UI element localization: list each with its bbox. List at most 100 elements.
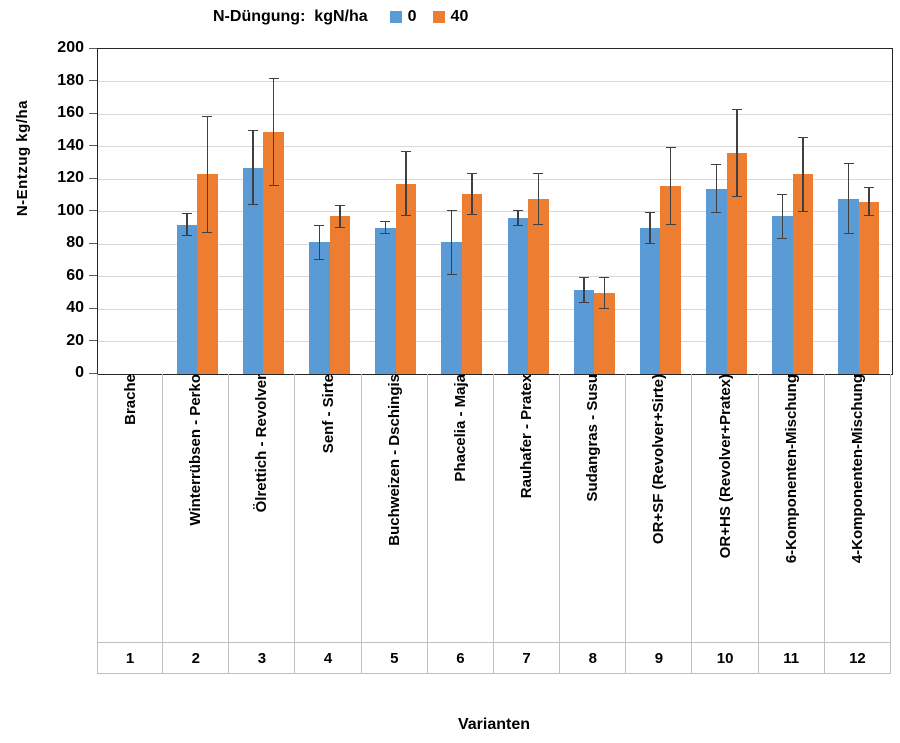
category-bar-group <box>561 49 627 374</box>
error-bar <box>446 209 457 275</box>
bar-0-8 <box>573 289 595 374</box>
y-tick-mark <box>89 340 97 341</box>
y-tick-mark <box>89 177 97 179</box>
category-label-cell: OR+HS (Revolver+Pratex) <box>693 374 759 642</box>
bar-40-7 <box>528 198 549 374</box>
category-label-cell: 4-Komponenten-Mischung <box>825 374 891 642</box>
category-label: OR+SF (Revolver+Sirte) <box>650 374 668 545</box>
category-label-cell: Sudangras - Susu <box>560 374 627 642</box>
gridline <box>98 81 892 82</box>
error-bar <box>314 224 325 261</box>
bar-40-11 <box>792 174 814 374</box>
error-bar-line <box>781 194 784 239</box>
bar-40-4 <box>329 216 351 374</box>
chart-legend: N-Düngung: kgN/ha 0 40 <box>213 4 484 30</box>
category-number: 6 <box>428 643 494 673</box>
category-number: 10 <box>693 643 759 673</box>
y-tick-label: 20 <box>66 331 84 349</box>
error-bar-line <box>186 214 188 235</box>
category-label-cell: Phacelia - Maja <box>428 374 494 642</box>
category-label: Sudangras - Susu <box>584 374 602 502</box>
category-number: 12 <box>825 643 891 673</box>
category-bar-group <box>495 49 561 374</box>
error-bar <box>843 162 854 235</box>
gridline <box>98 113 892 115</box>
legend-swatch-orange-icon <box>432 11 445 23</box>
y-tick-mark <box>89 275 97 276</box>
bar-40-6 <box>461 193 483 374</box>
category-bar-group <box>98 49 164 374</box>
legend-item-0: 0 <box>389 8 417 26</box>
error-bar <box>400 151 411 217</box>
category-label: Rauhafer - Pratex <box>518 374 536 499</box>
category-label-cell: Rauhafer - Pratex <box>494 374 561 642</box>
bar-0-10 <box>706 188 727 374</box>
error-bar-line <box>868 188 870 216</box>
error-bar-line <box>206 116 209 232</box>
category-bar-group <box>297 49 363 374</box>
error-bar-line <box>715 165 718 213</box>
category-number: 3 <box>229 643 296 673</box>
error-bar <box>645 211 656 244</box>
category-label: Senf - Sirte <box>319 374 337 454</box>
error-bar <box>512 209 523 227</box>
error-bar-line <box>847 163 850 234</box>
error-bar <box>467 172 478 215</box>
y-axis-tick-labels: 0 20 40 60 80 100 120 140 160 180 200 <box>20 39 84 381</box>
error-bar-line <box>537 173 540 224</box>
bar-40-5 <box>395 183 417 374</box>
y-tick-label: 120 <box>57 169 84 186</box>
error-bar-line <box>318 225 321 260</box>
category-label: Winterrübsen - Perko <box>187 374 205 526</box>
error-bar <box>864 187 875 217</box>
y-tick-label: 80 <box>66 234 84 251</box>
error-bar <box>380 221 391 235</box>
error-bar-line <box>384 222 387 234</box>
error-bar-line <box>649 212 651 243</box>
bar-0-6 <box>441 242 462 374</box>
y-tick-label: 40 <box>66 299 84 316</box>
error-bar <box>334 205 345 228</box>
category-label: 6-Komponenten-Mischung <box>782 374 800 564</box>
category-number-band: 1 2 3 4 5 6 7 8 9 10 11 12 <box>97 643 891 674</box>
error-bar <box>248 130 259 205</box>
gridline <box>98 308 892 310</box>
category-bar-group <box>694 49 760 374</box>
bar-40-3 <box>263 131 284 374</box>
category-label-cell: OR+SF (Revolver+Sirte) <box>626 374 693 642</box>
category-label-cell: Winterrübsen - Perko <box>163 374 230 642</box>
y-tick-label: 60 <box>66 266 84 284</box>
bar-40-10 <box>726 153 748 374</box>
category-number: 9 <box>626 643 693 673</box>
error-bar <box>578 276 589 303</box>
legend-item-40: 40 <box>432 8 468 26</box>
category-label-cell: Buchweizen - Dschingis <box>362 374 428 642</box>
error-bar <box>202 115 213 233</box>
category-number: 4 <box>296 643 362 673</box>
category-number: 2 <box>163 643 230 673</box>
bar-0-5 <box>375 227 396 374</box>
y-tick-mark <box>89 112 97 114</box>
gridline <box>98 276 892 277</box>
y-tick-mark <box>89 145 97 146</box>
y-tick-mark <box>89 80 97 81</box>
category-label-cell: Ölrettich - Revolver <box>229 374 296 642</box>
error-bar-line <box>802 137 804 211</box>
error-bar-line <box>517 210 519 226</box>
error-bar <box>533 172 544 225</box>
y-tick-mark <box>89 372 97 374</box>
error-bar <box>797 136 808 212</box>
error-bar-line <box>252 131 254 204</box>
bar-40-8 <box>594 292 615 374</box>
y-tick-mark <box>89 210 97 211</box>
error-bar <box>731 109 742 197</box>
y-tick-label: 200 <box>57 39 84 56</box>
error-bar-line <box>405 152 407 216</box>
bar-0-9 <box>639 227 661 374</box>
y-axis-tick-marks <box>89 47 97 374</box>
y-tick-mark <box>89 47 97 49</box>
error-bar-line <box>736 110 738 196</box>
category-bar-group <box>627 49 693 374</box>
bar-0-11 <box>772 216 793 374</box>
